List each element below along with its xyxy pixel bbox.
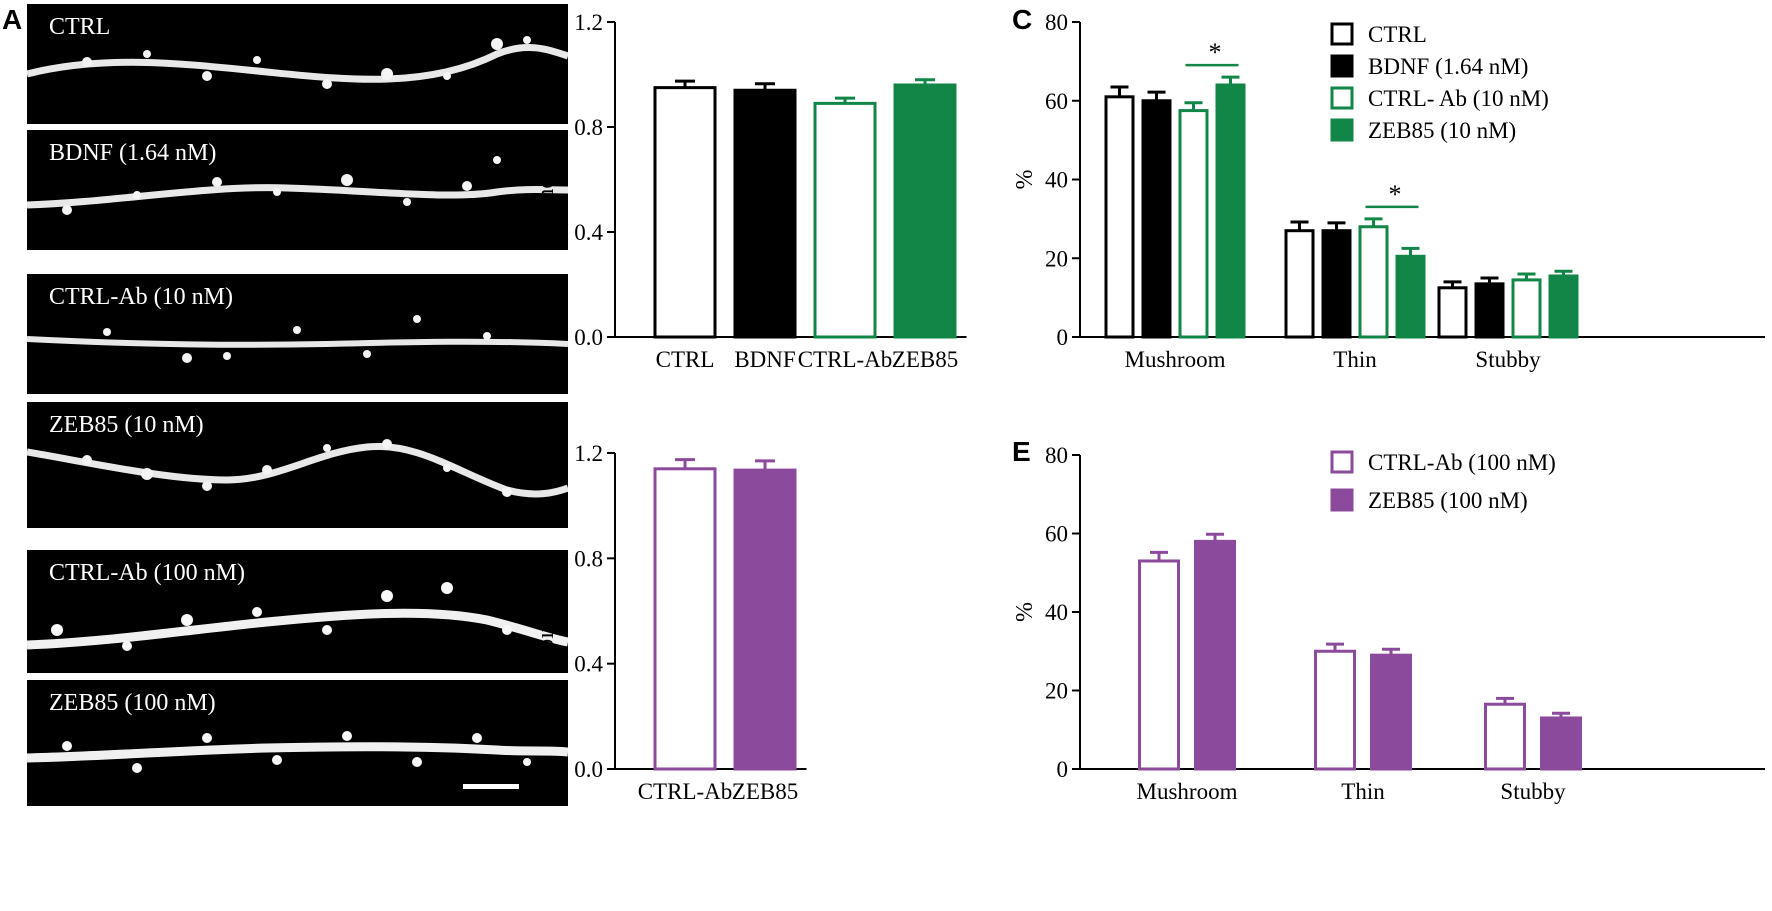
legend-label: ZEB85 (10 nM): [1368, 118, 1516, 143]
dendrite-image: [27, 582, 568, 651]
legend-label: CTRL- Ab (10 nM): [1368, 86, 1549, 111]
bar: [1437, 286, 1468, 339]
y-axis-label: spines/μm: [540, 130, 559, 229]
y-tick-label: 80: [1045, 443, 1068, 468]
y-axis-label: spines/μm: [540, 562, 559, 661]
y-tick-label: 0: [1057, 757, 1069, 782]
bar: [653, 86, 717, 339]
y-tick-label: 20: [1045, 679, 1068, 704]
y-tick-label: 40: [1045, 168, 1068, 193]
bar: [1215, 83, 1246, 339]
micrograph-label: ZEB85 (100 nM): [49, 690, 216, 716]
bar: [1141, 99, 1172, 339]
dendrite-image: [27, 36, 568, 89]
significance-star: *: [1209, 38, 1222, 67]
panel-letter-c: C: [1012, 4, 1033, 35]
y-tick-label: 0.0: [574, 325, 603, 350]
x-tick-label: Thin: [1333, 347, 1377, 372]
legend-swatch: [1330, 22, 1354, 46]
bar: [733, 468, 797, 771]
y-tick-label: 80: [1045, 10, 1068, 35]
y-tick-label: 1.2: [574, 10, 603, 35]
bar: [893, 83, 957, 339]
y-axis-label: %: [1012, 602, 1038, 622]
bar: [1474, 282, 1505, 339]
legend-swatch: [1330, 450, 1354, 474]
bar: [733, 88, 797, 339]
bar: [1138, 559, 1180, 771]
y-tick-label: 0.4: [574, 652, 603, 677]
y-tick-label: 0.4: [574, 220, 603, 245]
dendrite-image: [27, 315, 568, 363]
x-tick-label: Thin: [1341, 779, 1385, 804]
micrograph-label: BDNF (1.64 nM): [49, 140, 217, 166]
micrograph-ctrl: CTRL: [27, 4, 568, 124]
legend-label: BDNF (1.64 nM): [1368, 54, 1528, 79]
bar: [1370, 653, 1412, 771]
bar: [1314, 649, 1356, 771]
bar: [1395, 254, 1426, 339]
bar: [653, 467, 717, 771]
bar: [1178, 109, 1209, 339]
dendrite-image: [27, 439, 568, 498]
x-tick-label: Mushroom: [1137, 779, 1238, 804]
micrograph-bdnf: BDNF (1.64 nM): [27, 130, 568, 250]
micrograph-ctrl-ab-10: CTRL-Ab (10 nM): [27, 274, 568, 394]
micrograph-label: ZEB85 (10 nM): [49, 412, 204, 438]
x-tick-label: CTRL-Ab: [638, 779, 733, 804]
legend-swatch: [1330, 118, 1354, 142]
bar: [1484, 702, 1526, 771]
bar: [1540, 716, 1582, 771]
legend-label: CTRL-Ab (100 nM): [1368, 450, 1556, 475]
micrograph-label: CTRL-Ab (10 nM): [49, 284, 233, 310]
legend-swatch: [1330, 54, 1354, 78]
dendrite-image: [27, 156, 568, 215]
bar: [1511, 278, 1542, 339]
panel-letter-e: E: [1012, 436, 1031, 467]
y-tick-label: 0.8: [574, 115, 603, 140]
bar: [813, 101, 877, 339]
chart-spine-density-10nM: 0.0 0.4 0.8 1.2 spines/μm CTRL BDNF CTRL-Ab ZEB8…: [540, 10, 967, 372]
bar: [1321, 229, 1352, 339]
bar: [1104, 95, 1135, 339]
x-tick-label: CTRL-Ab: [798, 347, 893, 372]
legend-label: ZEB85 (100 nM): [1368, 488, 1528, 513]
x-tick-label: ZEB85: [732, 779, 798, 804]
micrograph-zeb85-10: ZEB85 (10 nM): [27, 402, 568, 528]
dendrite-image: [27, 731, 568, 789]
panel-letter-a: A: [2, 4, 23, 35]
x-tick-label: Stubby: [1475, 347, 1541, 372]
chart-spine-morphology-100nM: 0 20 40 60 80% Mushroom Thin Stubby CTRL-Ab (100…: [1012, 443, 1765, 804]
scale-bar: [463, 784, 519, 789]
x-tick-label: BDNF: [734, 347, 795, 372]
micrograph-zeb85-100: ZEB85 (100 nM): [27, 680, 568, 806]
y-tick-label: 0: [1057, 325, 1069, 350]
bar: [1548, 274, 1579, 339]
micrograph-label: CTRL-Ab (100 nM): [49, 560, 245, 586]
chart-spine-density-100nM: 0.0 0.4 0.8 1.2 spines/μm CTRL-Ab ZEB85: [540, 441, 807, 804]
bar: [1194, 539, 1236, 771]
y-tick-label: 40: [1045, 600, 1068, 625]
y-tick-label: 0.8: [574, 546, 603, 571]
x-tick-label: Mushroom: [1125, 347, 1226, 372]
y-tick-label: 1.2: [574, 441, 603, 466]
bar: [1358, 225, 1389, 339]
y-tick-label: 60: [1045, 522, 1068, 547]
y-tick-label: 60: [1045, 89, 1068, 114]
micrograph-label: CTRL: [49, 14, 111, 40]
bar: [1284, 229, 1315, 339]
x-tick-label: ZEB85: [892, 347, 958, 372]
y-tick-label: 0.0: [574, 757, 603, 782]
chart-spine-morphology-10nM: 0 20 40 60 80% Mushroom Thin Stubby * * CTRL BDNF (…: [1012, 10, 1765, 372]
legend-swatch: [1330, 488, 1354, 512]
y-axis-label: %: [1012, 170, 1038, 190]
legend-label: CTRL: [1368, 22, 1427, 47]
x-tick-label: CTRL: [656, 347, 715, 372]
legend-swatch: [1330, 86, 1354, 110]
x-tick-label: Stubby: [1500, 779, 1566, 804]
micrograph-ctrl-ab-100: CTRL-Ab (100 nM): [27, 550, 568, 673]
y-tick-label: 20: [1045, 246, 1068, 271]
significance-star: *: [1389, 180, 1402, 209]
